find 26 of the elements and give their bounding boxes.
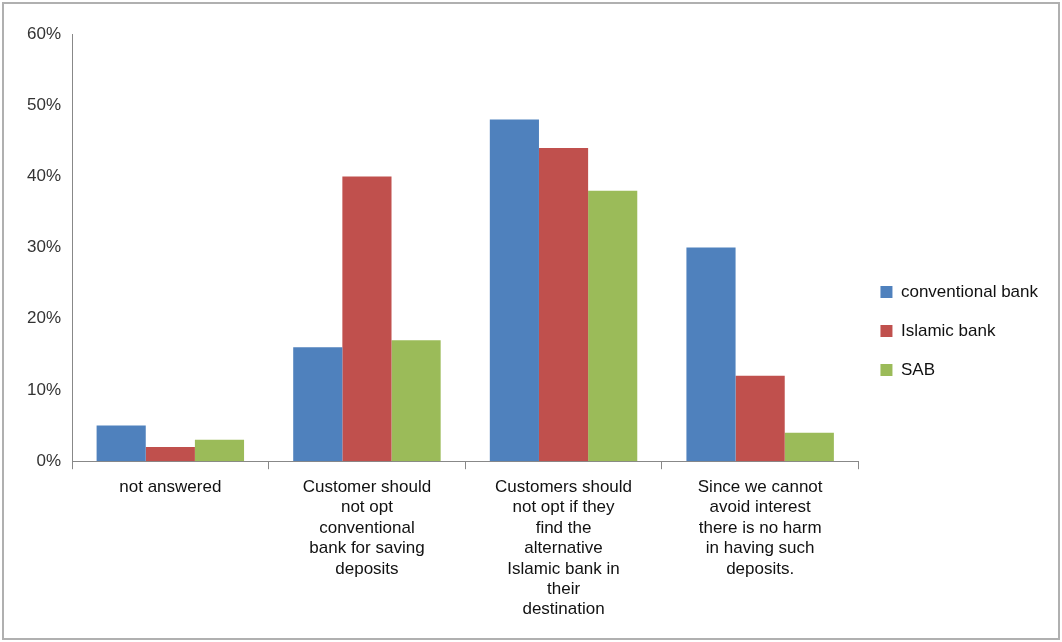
legend-label: SAB bbox=[900, 359, 935, 379]
bar bbox=[489, 119, 539, 462]
y-tick-label: 20% bbox=[26, 308, 62, 328]
bar bbox=[784, 432, 834, 462]
x-tick-label: Customers should not opt if they find the alternative Islamic bank in their destination bbox=[495, 477, 633, 619]
x-tick-label: not answered bbox=[119, 477, 222, 497]
bar bbox=[342, 176, 392, 462]
bar bbox=[293, 347, 343, 462]
y-tick-label: 50% bbox=[26, 94, 62, 114]
bar bbox=[391, 340, 441, 462]
bar bbox=[96, 425, 146, 462]
y-tick-label: 0% bbox=[36, 450, 62, 470]
bar bbox=[588, 190, 638, 462]
bar bbox=[194, 439, 245, 462]
y-tick-label: 60% bbox=[26, 23, 62, 43]
bar bbox=[735, 375, 785, 462]
y-tick-label: 10% bbox=[26, 379, 62, 399]
x-tick-label: Customer should not opt conventional bank for saving deposits bbox=[302, 477, 432, 578]
bar bbox=[145, 446, 195, 462]
bar bbox=[686, 247, 736, 462]
x-tick-label: Since we cannot avoid interest there is no harm in having such deposits. bbox=[697, 477, 823, 578]
y-tick-label: 40% bbox=[26, 166, 62, 186]
y-tick-label: 30% bbox=[26, 237, 62, 257]
legend-label: conventional bank bbox=[900, 281, 1039, 301]
bar bbox=[538, 147, 589, 462]
legend-label: Islamic bank bbox=[900, 320, 996, 340]
